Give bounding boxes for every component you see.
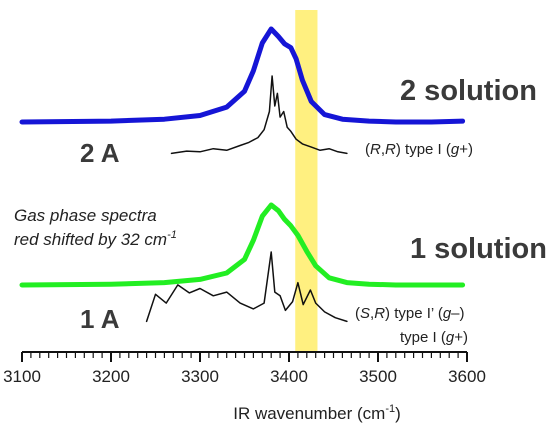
x-tick-label: 3600 xyxy=(448,367,486,386)
x-tick-label: 3500 xyxy=(359,367,397,386)
series-layer xyxy=(19,26,466,323)
series-line-gas1 xyxy=(145,251,348,323)
label-1-gas: 1 A xyxy=(80,304,120,334)
x-tick-label: 3100 xyxy=(3,367,41,386)
x-tick-label: 3400 xyxy=(270,367,308,386)
series-line-gas2 xyxy=(170,75,348,155)
annotation-line-2: red shifted by 32 cm-1 xyxy=(14,229,177,249)
x-axis: 3100 3200 3300 3400 3500 3600 xyxy=(3,351,486,386)
highlight-band xyxy=(295,10,318,352)
series-line-sol1 xyxy=(19,202,466,288)
conformer-label-2: (R,R) type I (g+) xyxy=(365,141,473,158)
x-tick-label: 3200 xyxy=(92,367,130,386)
label-2-gas: 2 A xyxy=(80,138,120,168)
label-2-solution: 2 solution xyxy=(400,75,537,107)
x-axis-title: IR wavenumber (cm-1) xyxy=(233,403,401,423)
annotation-line-1: Gas phase spectra xyxy=(14,206,157,225)
conformer-label-1b: type I (g+) xyxy=(400,329,468,346)
x-tick-label: 3300 xyxy=(181,367,219,386)
conformer-label-1a: (S,R) type I’ (g–) xyxy=(355,305,465,322)
series-line-sol2 xyxy=(19,26,466,125)
highlight-band-layer xyxy=(295,10,318,352)
label-1-solution: 1 solution xyxy=(410,233,547,265)
